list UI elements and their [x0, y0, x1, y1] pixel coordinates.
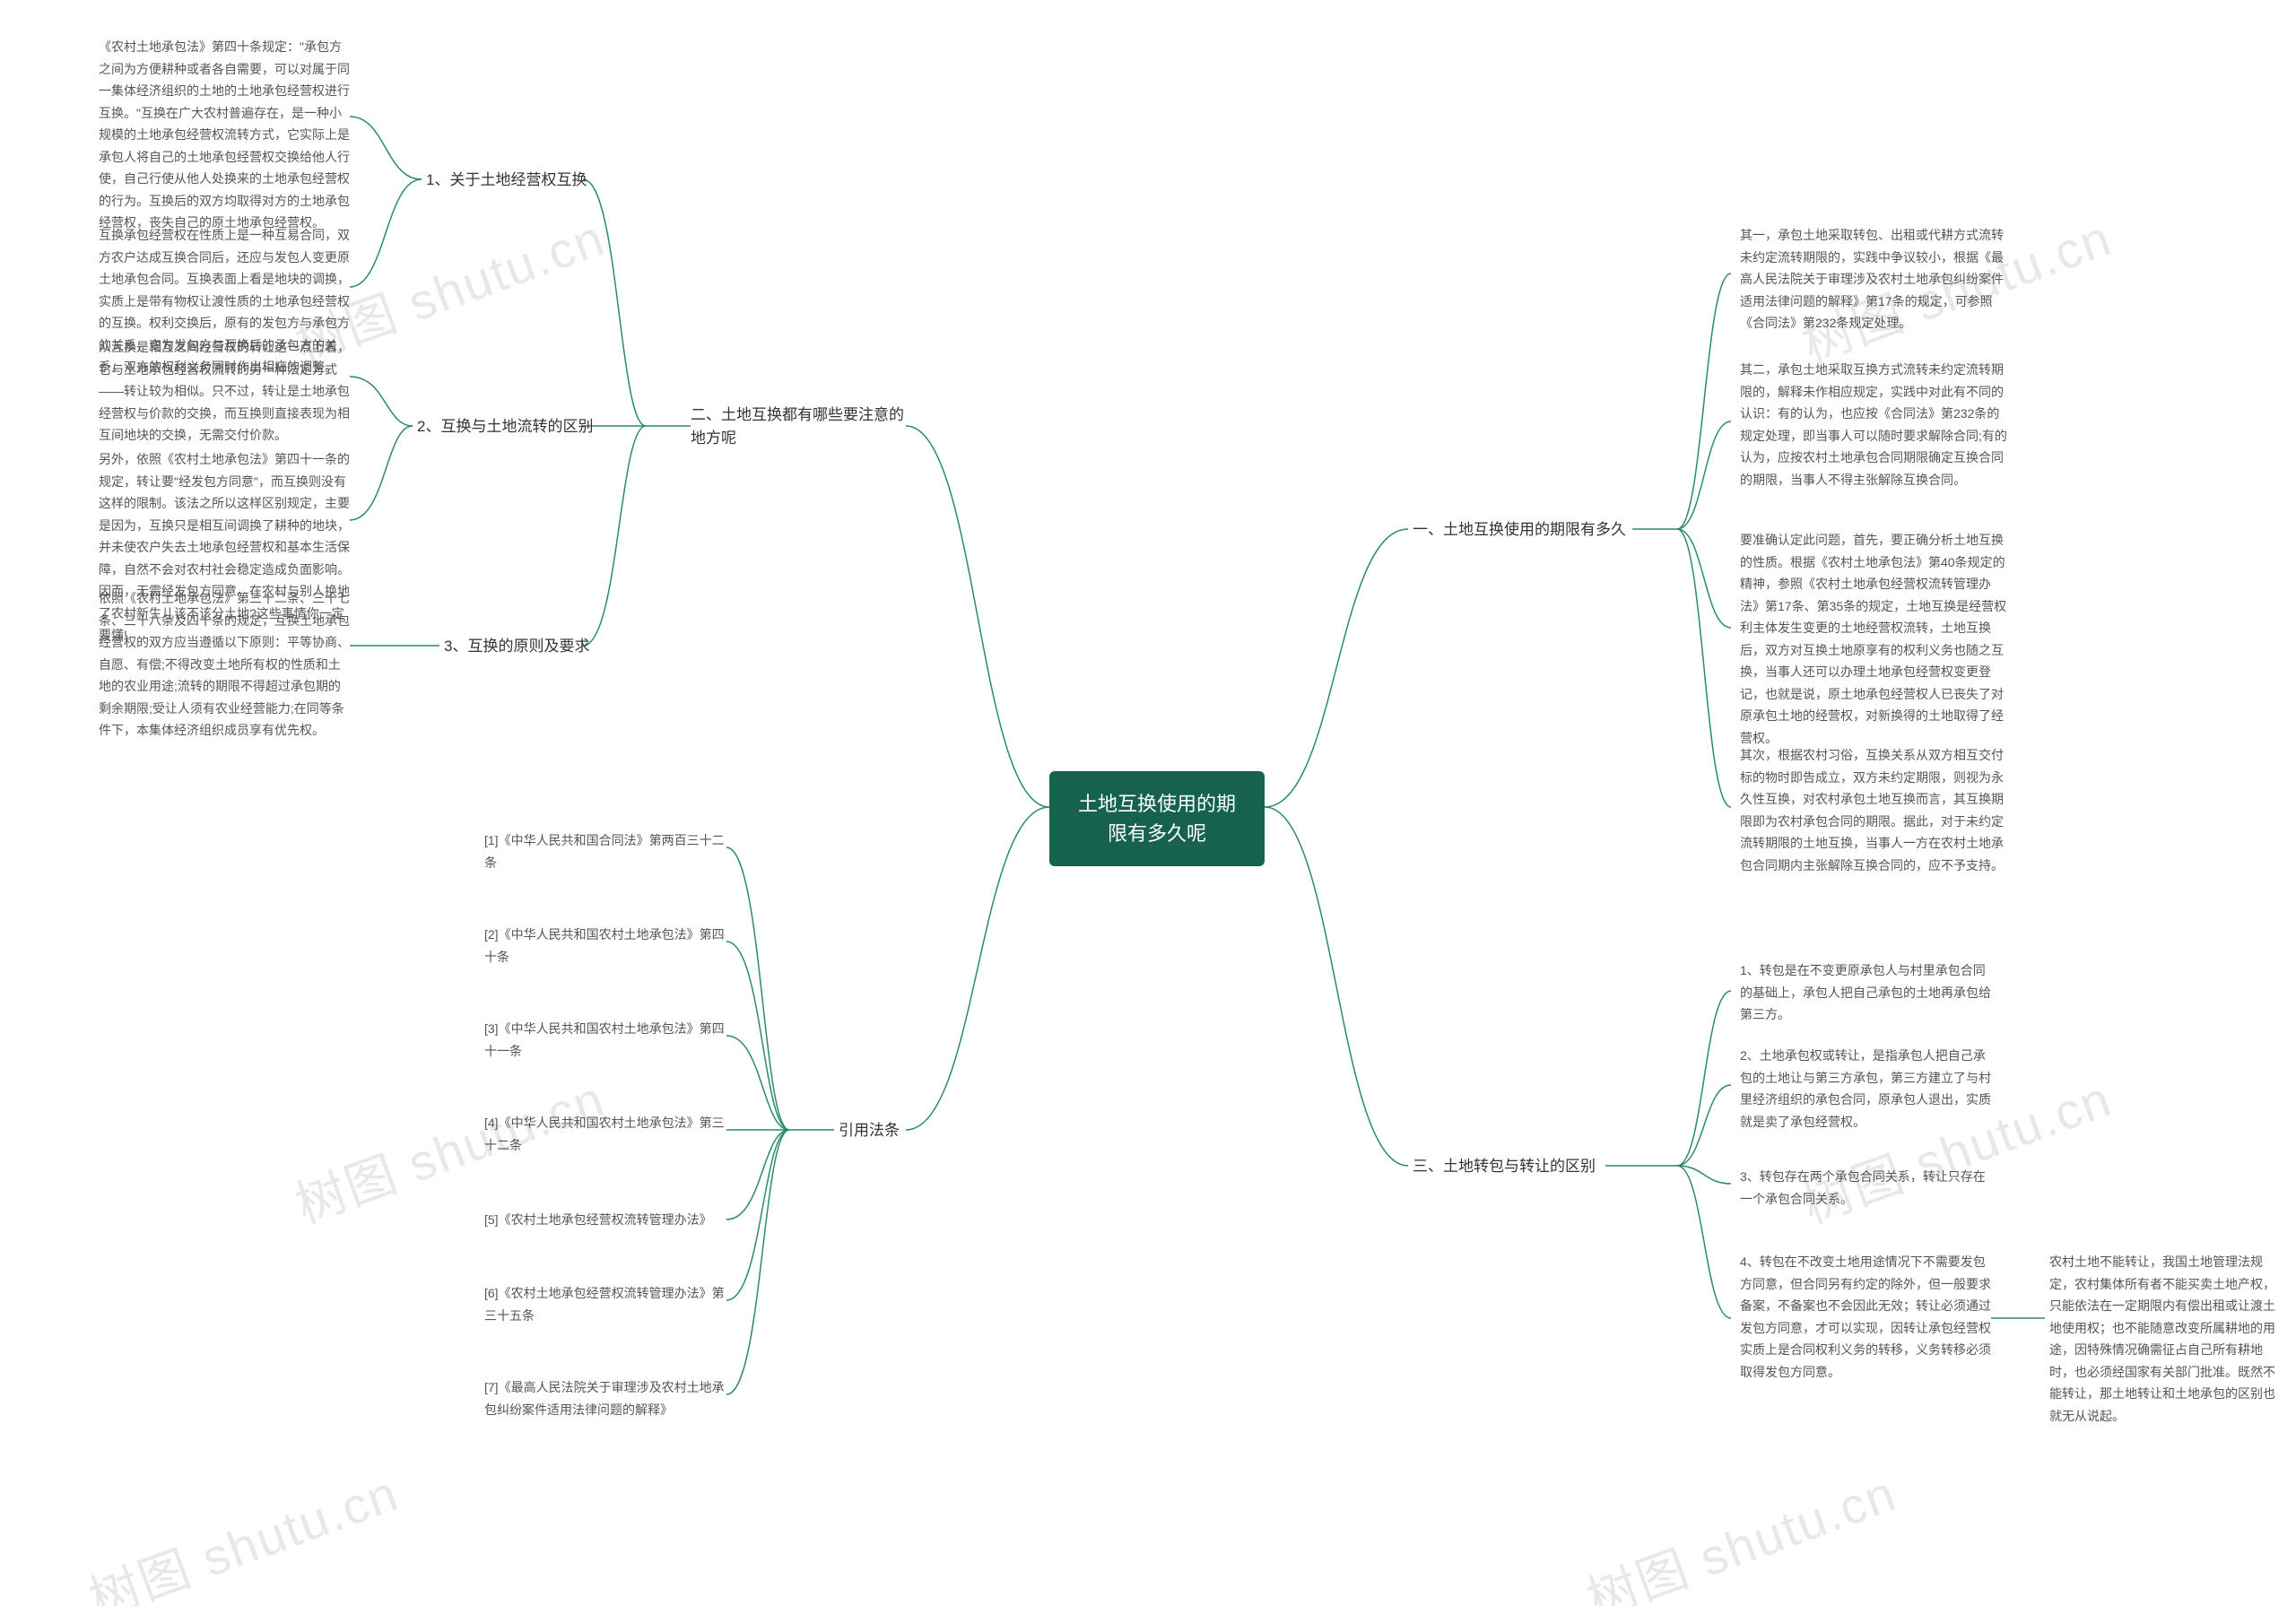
leaf-r1-1: 其一，承包土地采取转包、出租或代耕方式流转未约定流转期限的，实践中争议较小，根据…	[1740, 224, 2009, 334]
branch-right-3: 三、土地转包与转让的区别	[1413, 1155, 1596, 1178]
leaf-l2-2-a: 从互换是相互之间经营权的转让这一点上看，它与土地承包经营权流转的另一种法定方式—…	[99, 336, 350, 447]
branch-right-1: 一、土地互换使用的期限有多久	[1413, 518, 1626, 542]
leaf-cite-6: [6]《农村土地承包经营权流转管理办法》第三十五条	[484, 1282, 726, 1326]
leaf-r3-4: 4、转包在不改变土地用途情况下不需要发包方同意，但合同另有约定的除外，但一般要求…	[1740, 1251, 1991, 1383]
leaf-r3-1: 1、转包是在不变更原承包人与村里承包合同的基础上，承包人把自己承包的土地再承包给…	[1740, 959, 1991, 1026]
branch-left-2: 二、土地互换都有哪些要注意的地方呢	[691, 404, 906, 449]
branch-left-2-2: 2、互换与土地流转的区别	[417, 415, 593, 438]
leaf-cite-2: [2]《中华人民共和国农村土地承包法》第四十条	[484, 924, 726, 968]
leaf-l2-3-a: 依照《农村土地承包法》第三十二条、三十七条、三十八条及四十条的规定，互换土地承包…	[99, 587, 350, 742]
leaf-r3-4-extra: 农村土地不能转让，我国土地管理法规定，农村集体所有者不能买卖土地产权，只能依法在…	[2049, 1251, 2283, 1427]
leaf-cite-4: [4]《中华人民共和国农村土地承包法》第三十二条	[484, 1112, 726, 1156]
leaf-cite-5: [5]《农村土地承包经营权流转管理办法》	[484, 1209, 726, 1231]
root-node: 土地互换使用的期限有多久呢	[1049, 771, 1265, 866]
leaf-r1-4: 其次，根据农村习俗，互换关系从双方相互交付标的物时即告成立，双方未约定期限，则视…	[1740, 744, 2009, 876]
leaf-l2-1-a: 《农村土地承包法》第四十条规定："承包方之间为方便耕种或者各自需要，可以对属于同…	[99, 36, 350, 234]
leaf-r3-3: 3、转包存在两个承包合同关系，转让只存在一个承包合同关系。	[1740, 1166, 1991, 1210]
branch-left-2-1: 1、关于土地经营权互换	[426, 169, 587, 192]
branch-left-2-3: 3、互换的原则及要求	[444, 635, 589, 658]
leaf-r3-2: 2、土地承包权或转让，是指承包人把自己承包的土地让与第三方承包，第三方建立了与村…	[1740, 1045, 1991, 1133]
leaf-cite-1: [1]《中华人民共和国合同法》第两百三十二条	[484, 829, 726, 873]
branch-left-cite: 引用法条	[839, 1119, 900, 1142]
leaf-r1-2: 其二，承包土地采取互换方式流转未约定流转期限的，解释未作相应规定，实践中对此有不…	[1740, 359, 2009, 490]
watermark: 树图 shutu.cn	[78, 1454, 407, 1606]
leaf-cite-3: [3]《中华人民共和国农村土地承包法》第四十一条	[484, 1018, 726, 1062]
leaf-cite-7: [7]《最高人民法院关于审理涉及农村土地承包纠纷案件适用法律问题的解释》	[484, 1376, 726, 1420]
watermark: 树图 shutu.cn	[1576, 1454, 1905, 1606]
leaf-r1-3: 要准确认定此问题，首先，要正确分析土地互换的性质。根据《农村土地承包法》第40条…	[1740, 529, 2009, 749]
